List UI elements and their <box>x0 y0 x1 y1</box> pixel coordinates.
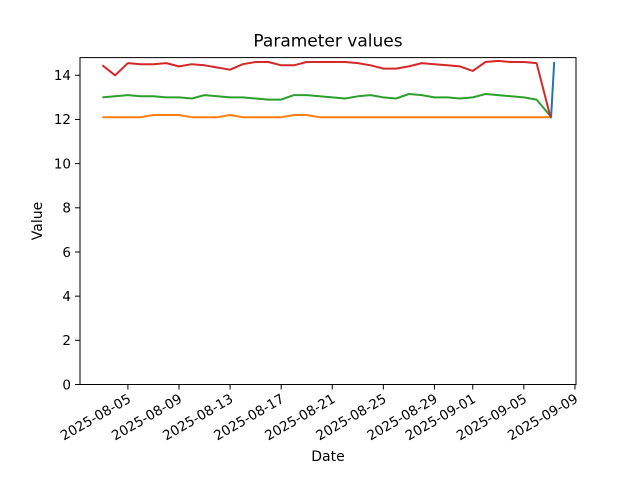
x-axis-label: Date <box>311 449 344 465</box>
y-tick-label: 4 <box>62 289 71 305</box>
series-line-green <box>102 93 552 117</box>
y-axis-label: Value <box>30 202 46 240</box>
y-tick-label: 8 <box>62 201 71 217</box>
y-tick-label: 14 <box>54 68 71 84</box>
y-tick-label: 0 <box>62 377 71 393</box>
series-line-orange <box>102 114 551 119</box>
plot-frame <box>79 57 577 385</box>
y-tick-label: 12 <box>54 112 71 128</box>
y-tick-label: 6 <box>62 245 71 261</box>
y-tick-label: 2 <box>62 333 71 349</box>
y-tick-label: 10 <box>54 156 71 172</box>
series-line-blue <box>550 61 556 119</box>
series-line-red <box>101 59 552 118</box>
chart-title: Parameter values <box>253 32 402 52</box>
